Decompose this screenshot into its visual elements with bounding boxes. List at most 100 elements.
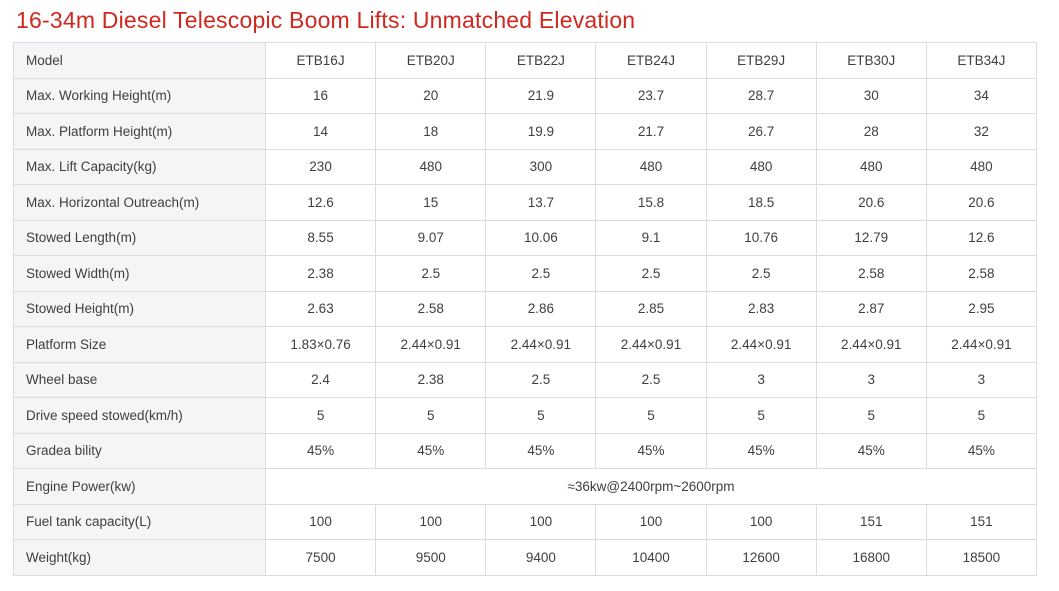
value-cell: 2.44×0.91 — [925, 326, 1038, 363]
table-row: Max. Horizontal Outreach(m) 12.6 15 13.7 15.… — [13, 184, 1038, 221]
value-cell: 2.58 — [815, 255, 927, 292]
value-cell: 2.86 — [485, 290, 597, 327]
value-cell: 480 — [705, 148, 817, 185]
value-cell: 10400 — [595, 539, 707, 576]
value-cell: 480 — [375, 148, 487, 185]
value-cell: 45% — [485, 432, 597, 469]
value-cell: 28 — [815, 113, 927, 150]
value-cell: 2.44×0.91 — [705, 326, 817, 363]
value-cell: 2.5 — [375, 255, 487, 292]
value-cell: 12.6 — [925, 219, 1038, 256]
table-row: Engine Power(kw) ≈36kw@2400rpm~2600rpm — [13, 468, 1037, 505]
value-cell: 2.38 — [375, 361, 487, 398]
value-cell: 230 — [264, 148, 377, 185]
value-cell: 21.9 — [485, 77, 597, 114]
value-cell: 9400 — [485, 539, 597, 576]
value-cell: 19.9 — [485, 113, 597, 150]
row-label: Wheel base — [13, 361, 266, 398]
value-cell: 480 — [815, 148, 927, 185]
value-cell: 2.85 — [595, 290, 707, 327]
row-label: Max. Platform Height(m) — [13, 113, 266, 150]
table-row: Drive speed stowed(km/h) 5 5 5 5 5 5 5 — [13, 397, 1038, 434]
value-cell: 151 — [925, 503, 1038, 540]
value-cell: 480 — [925, 148, 1038, 185]
row-label: Weight(kg) — [13, 539, 266, 576]
value-cell: 20.6 — [925, 184, 1038, 221]
value-cell: 9500 — [375, 539, 487, 576]
value-cell: 2.44×0.91 — [595, 326, 707, 363]
value-cell: 23.7 — [595, 77, 707, 114]
row-label: Stowed Length(m) — [13, 219, 266, 256]
table-row: Stowed Height(m) 2.63 2.58 2.86 2.85 2.83 2.87… — [13, 290, 1038, 327]
value-cell: 26.7 — [705, 113, 817, 150]
value-cell: ETB29J — [705, 42, 817, 79]
value-cell: 13.7 — [485, 184, 597, 221]
value-cell: 100 — [705, 503, 817, 540]
value-cell: 2.95 — [925, 290, 1038, 327]
spec-table: Model ETB16J ETB20J ETB22J ETB24J ETB29J ETB30… — [13, 42, 1038, 576]
table-row: Stowed Length(m) 8.55 9.07 10.06 9.1 10.76 12.… — [13, 219, 1038, 256]
value-cell: 100 — [375, 503, 487, 540]
value-cell: 3 — [815, 361, 927, 398]
value-cell: 480 — [595, 148, 707, 185]
value-cell: 45% — [815, 432, 927, 469]
value-cell: 16 — [264, 77, 377, 114]
value-cell: ETB34J — [925, 42, 1038, 79]
value-cell: 45% — [375, 432, 487, 469]
table-row: Model ETB16J ETB20J ETB22J ETB24J ETB29J ETB30… — [13, 42, 1038, 79]
value-cell: 30 — [815, 77, 927, 114]
row-label: Max. Horizontal Outreach(m) — [13, 184, 266, 221]
value-cell: ETB24J — [595, 42, 707, 79]
value-cell: 12.79 — [815, 219, 927, 256]
table-row: Fuel tank capacity(L) 100 100 100 100 100 151 1… — [13, 503, 1038, 540]
value-cell: 5 — [815, 397, 927, 434]
value-cell: 5 — [705, 397, 817, 434]
value-cell: 21.7 — [595, 113, 707, 150]
value-cell: 34 — [925, 77, 1038, 114]
row-label: Engine Power(kw) — [13, 468, 266, 505]
value-cell: 2.5 — [485, 361, 597, 398]
row-label: Max. Lift Capacity(kg) — [13, 148, 266, 185]
value-cell: 151 — [815, 503, 927, 540]
value-cell: 9.1 — [595, 219, 707, 256]
value-cell: 3 — [705, 361, 817, 398]
value-cell: 2.83 — [705, 290, 817, 327]
value-cell: 5 — [595, 397, 707, 434]
table-row: Platform Size 1.83×0.76 2.44×0.91 2.44×0.91… — [13, 326, 1038, 363]
value-cell: 100 — [485, 503, 597, 540]
table-row: Stowed Width(m) 2.38 2.5 2.5 2.5 2.5 2.58 2.58 — [13, 255, 1038, 292]
row-label: Gradea bility — [13, 432, 266, 469]
value-cell: 5 — [925, 397, 1038, 434]
table-row: Gradea bility 45% 45% 45% 45% 45% 45% 45% — [13, 432, 1038, 469]
value-cell: 12.6 — [264, 184, 377, 221]
value-cell: 2.4 — [264, 361, 377, 398]
value-cell: 10.76 — [705, 219, 817, 256]
value-cell: 28.7 — [705, 77, 817, 114]
row-label: Stowed Width(m) — [13, 255, 266, 292]
value-cell: 300 — [485, 148, 597, 185]
value-cell: 32 — [925, 113, 1038, 150]
merged-value-cell: ≈36kw@2400rpm~2600rpm — [265, 468, 1037, 505]
value-cell: 5 — [264, 397, 377, 434]
value-cell: 2.44×0.91 — [815, 326, 927, 363]
row-label: Model — [13, 42, 266, 79]
value-cell: 18.5 — [705, 184, 817, 221]
value-cell: 100 — [595, 503, 707, 540]
value-cell: 18 — [375, 113, 487, 150]
value-cell: 45% — [705, 432, 817, 469]
value-cell: 5 — [485, 397, 597, 434]
value-cell: 7500 — [264, 539, 377, 576]
value-cell: 2.5 — [485, 255, 597, 292]
value-cell: 2.87 — [815, 290, 927, 327]
value-cell: 2.44×0.91 — [375, 326, 487, 363]
value-cell: 2.58 — [375, 290, 487, 327]
value-cell: 2.5 — [595, 255, 707, 292]
row-label: Platform Size — [13, 326, 266, 363]
value-cell: ETB22J — [485, 42, 597, 79]
value-cell: 2.5 — [705, 255, 817, 292]
value-cell: 5 — [375, 397, 487, 434]
value-cell: 2.38 — [264, 255, 377, 292]
value-cell: 2.44×0.91 — [485, 326, 597, 363]
value-cell: 9.07 — [375, 219, 487, 256]
